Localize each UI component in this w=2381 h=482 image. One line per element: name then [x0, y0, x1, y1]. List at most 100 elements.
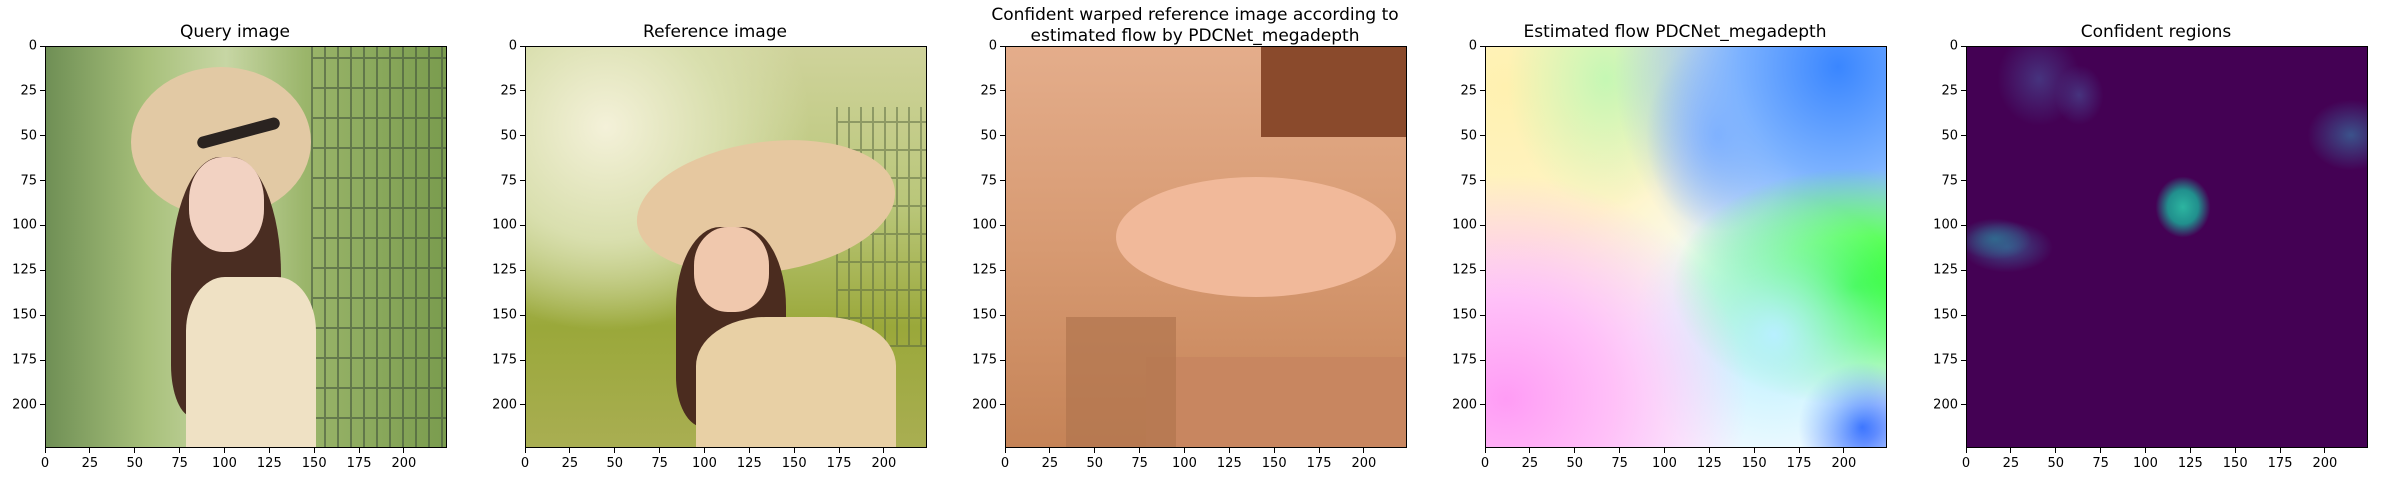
x-tick-label: 200 — [871, 456, 897, 471]
x-tick-label: 100 — [1652, 456, 1677, 471]
y-tick-mark — [1961, 404, 1966, 406]
x-tick-mark — [2189, 448, 2191, 453]
y-tick-mark — [1480, 359, 1485, 361]
x-tick-mark — [1318, 448, 1320, 453]
y-tick-mark — [1961, 45, 1966, 47]
y-tick-mark — [40, 135, 45, 137]
x-tick-mark — [268, 448, 270, 453]
y-tick-label: 25 — [980, 83, 997, 99]
y-tick-label: 100 — [1933, 217, 1958, 233]
y-tick-mark — [520, 224, 525, 226]
x-tick-mark — [2279, 448, 2281, 453]
y-tick-label: 200 — [1933, 397, 1958, 413]
x-tick-label: 175 — [826, 456, 852, 471]
x-tick-mark — [134, 448, 136, 453]
x-tick-mark — [2010, 448, 2012, 453]
y-tick-mark — [40, 180, 45, 182]
y-tick-mark — [1961, 359, 1966, 361]
y-tick-label: 125 — [1452, 262, 1477, 278]
x-tick-label: 75 — [171, 456, 188, 471]
y-tick-label: 100 — [1452, 217, 1477, 233]
y-tick-mark — [1961, 224, 1966, 226]
x-tick-mark — [1228, 448, 1230, 453]
y-tick-label: 100 — [12, 217, 37, 233]
x-tick-mark — [1843, 448, 1845, 453]
y-tick-mark — [40, 314, 45, 316]
y-tick-mark — [40, 45, 45, 47]
x-tick-label: 0 — [1000, 456, 1010, 471]
x-tick-mark — [1574, 448, 1576, 453]
y-tick-label: 125 — [972, 262, 997, 278]
y-tick-mark — [1961, 269, 1966, 271]
dress — [186, 277, 316, 447]
y-tick-label: 25 — [500, 83, 517, 99]
face — [189, 157, 264, 252]
x-tick-label: 0 — [520, 456, 530, 471]
x-tick-mark — [1529, 448, 1531, 453]
x-tick-mark — [1965, 448, 1967, 453]
panel-title: Confident warped reference image accordi… — [991, 5, 1399, 46]
x-tick-label: 150 — [1261, 456, 1287, 471]
y-tick-mark — [1480, 314, 1485, 316]
panel-title: Confident regions — [2080, 22, 2232, 42]
x-tick-label: 50 — [126, 456, 143, 471]
y-tick-label: 200 — [492, 397, 517, 413]
x-tick-mark — [179, 448, 181, 453]
x-tick-label: 100 — [2133, 456, 2158, 471]
y-tick-mark — [1961, 180, 1966, 182]
x-tick-label: 25 — [1041, 456, 1059, 471]
y-tick-mark — [1000, 135, 1005, 137]
x-tick-label: 100 — [1172, 456, 1197, 471]
x-tick-mark — [313, 448, 315, 453]
y-tick-label: 50 — [1941, 128, 1958, 144]
x-tick-mark — [659, 448, 661, 453]
y-tick-mark — [1961, 135, 1966, 137]
flow-magenta — [1486, 47, 1886, 447]
x-tick-label: 125 — [256, 456, 282, 471]
x-tick-label: 125 — [1696, 456, 1722, 471]
flow-panel: Estimated flow PDCNet_megadepth 0 25 50 75 1… — [1440, 0, 1910, 482]
y-tick-mark — [1480, 404, 1485, 406]
x-tick-label: 50 — [2047, 456, 2064, 471]
x-tick-label: 0 — [40, 456, 50, 471]
x-tick-mark — [2100, 448, 2102, 453]
confidence-teal — [1967, 47, 2367, 447]
y-tick-label: 175 — [492, 352, 517, 368]
warped-stripe — [1146, 357, 1406, 447]
warped-image-panel: Confident warped reference image accordi… — [960, 0, 1430, 482]
y-tick-mark — [1961, 314, 1966, 316]
x-tick-mark — [89, 448, 91, 453]
y-tick-label: 150 — [972, 307, 997, 323]
x-tick-mark — [569, 448, 571, 453]
x-tick-mark — [1363, 448, 1365, 453]
y-tick-mark — [40, 359, 45, 361]
x-tick-label: 0 — [1961, 456, 1971, 471]
y-tick-mark — [520, 269, 525, 271]
y-tick-mark — [1480, 224, 1485, 226]
x-tick-mark — [1094, 448, 1096, 453]
x-tick-label: 200 — [2312, 456, 2338, 471]
y-tick-mark — [1000, 314, 1005, 316]
panel-title: Estimated flow PDCNet_megadepth — [1523, 22, 1827, 42]
x-tick-label: 150 — [1741, 456, 1767, 471]
x-tick-label: 200 — [1351, 456, 1377, 471]
dark-region — [1261, 47, 1406, 137]
y-tick-label: 50 — [20, 128, 37, 144]
query-image-panel: Query image 0 25 50 75 100 125 150 175 200 0 25 50 7… — [0, 0, 470, 482]
y-tick-mark — [1000, 269, 1005, 271]
x-tick-label: 175 — [1306, 456, 1332, 471]
x-tick-mark — [1619, 448, 1621, 453]
x-tick-mark — [403, 448, 405, 453]
x-tick-label: 125 — [736, 456, 762, 471]
y-tick-label: 200 — [972, 397, 997, 413]
x-tick-label: 0 — [1480, 456, 1490, 471]
x-tick-mark — [524, 448, 526, 453]
confidence-map — [1966, 46, 2368, 448]
y-tick-label: 25 — [20, 83, 37, 99]
y-tick-mark — [1480, 135, 1485, 137]
x-tick-label: 200 — [391, 456, 417, 471]
reference-image — [525, 46, 927, 448]
y-tick-mark — [40, 269, 45, 271]
y-tick-mark — [1961, 90, 1966, 92]
y-tick-mark — [1480, 45, 1485, 47]
